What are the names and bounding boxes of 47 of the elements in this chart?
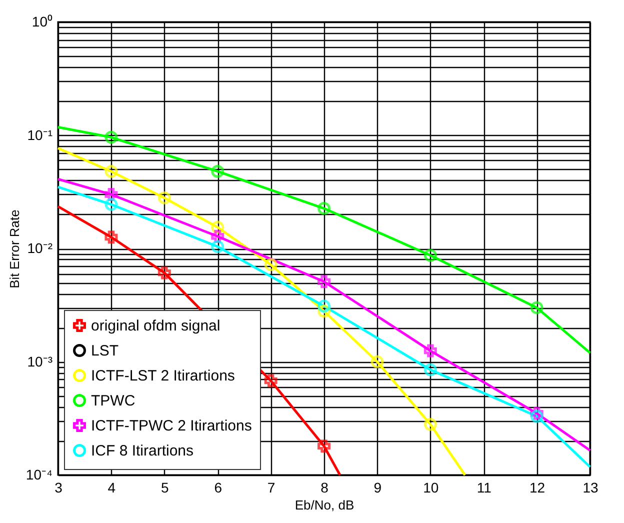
- point: [104, 198, 118, 211]
- y-tick-label: 10⁻³: [27, 353, 53, 370]
- y-tick-label: 10⁻¹: [27, 126, 53, 143]
- x-tick-label: 6: [214, 480, 222, 496]
- y-axis-title: Bit Error Rate: [6, 210, 22, 288]
- y-tick-label: 10⁻²: [27, 240, 53, 256]
- x-tick-label: 13: [582, 480, 598, 496]
- y-tick-label: 10⁰: [32, 14, 52, 30]
- legend-label: LST: [91, 342, 119, 360]
- point: [318, 440, 330, 453]
- legend-label: ICTF-TPWC 2 Itirartions: [91, 418, 252, 434]
- point: [211, 240, 224, 254]
- legend-label: original ofdm signal: [91, 318, 220, 334]
- point: [104, 164, 118, 178]
- point: [424, 363, 437, 376]
- x-tick-label: 12: [530, 480, 546, 496]
- point: [158, 266, 171, 280]
- point: [104, 230, 118, 244]
- point: [530, 410, 544, 423]
- line-series: [56, 146, 466, 476]
- legend-label: TPWC: [91, 392, 136, 410]
- x-tick-label: 11: [476, 480, 492, 496]
- point: [318, 202, 330, 215]
- point: [158, 191, 171, 204]
- x-tick-label: 9: [374, 480, 382, 496]
- point: [104, 130, 118, 144]
- point: [318, 300, 330, 313]
- point: [424, 344, 437, 358]
- point: [424, 418, 437, 431]
- point: [370, 355, 384, 368]
- y-tick-label: 10⁻⁴: [26, 466, 52, 482]
- point: [318, 275, 330, 288]
- point: [264, 374, 278, 388]
- point: [264, 258, 278, 272]
- legend-label: ICF 8 Itirartions: [91, 442, 194, 460]
- x-tick-label: 5: [161, 480, 169, 496]
- x-tick-label: 3: [54, 480, 63, 496]
- point: [424, 248, 437, 262]
- x-tick-label: 7: [267, 480, 276, 496]
- x-axis-title: Eb/No, dB: [294, 498, 354, 512]
- legend-label: ICTF-LST 2 Itirartions: [91, 368, 235, 384]
- x-tick-label: 4: [108, 480, 116, 496]
- x-tick-label: 10: [423, 480, 439, 496]
- line-series: [56, 126, 592, 354]
- x-tick-label: 8: [320, 480, 329, 496]
- point: [530, 301, 544, 314]
- point: [211, 164, 224, 178]
